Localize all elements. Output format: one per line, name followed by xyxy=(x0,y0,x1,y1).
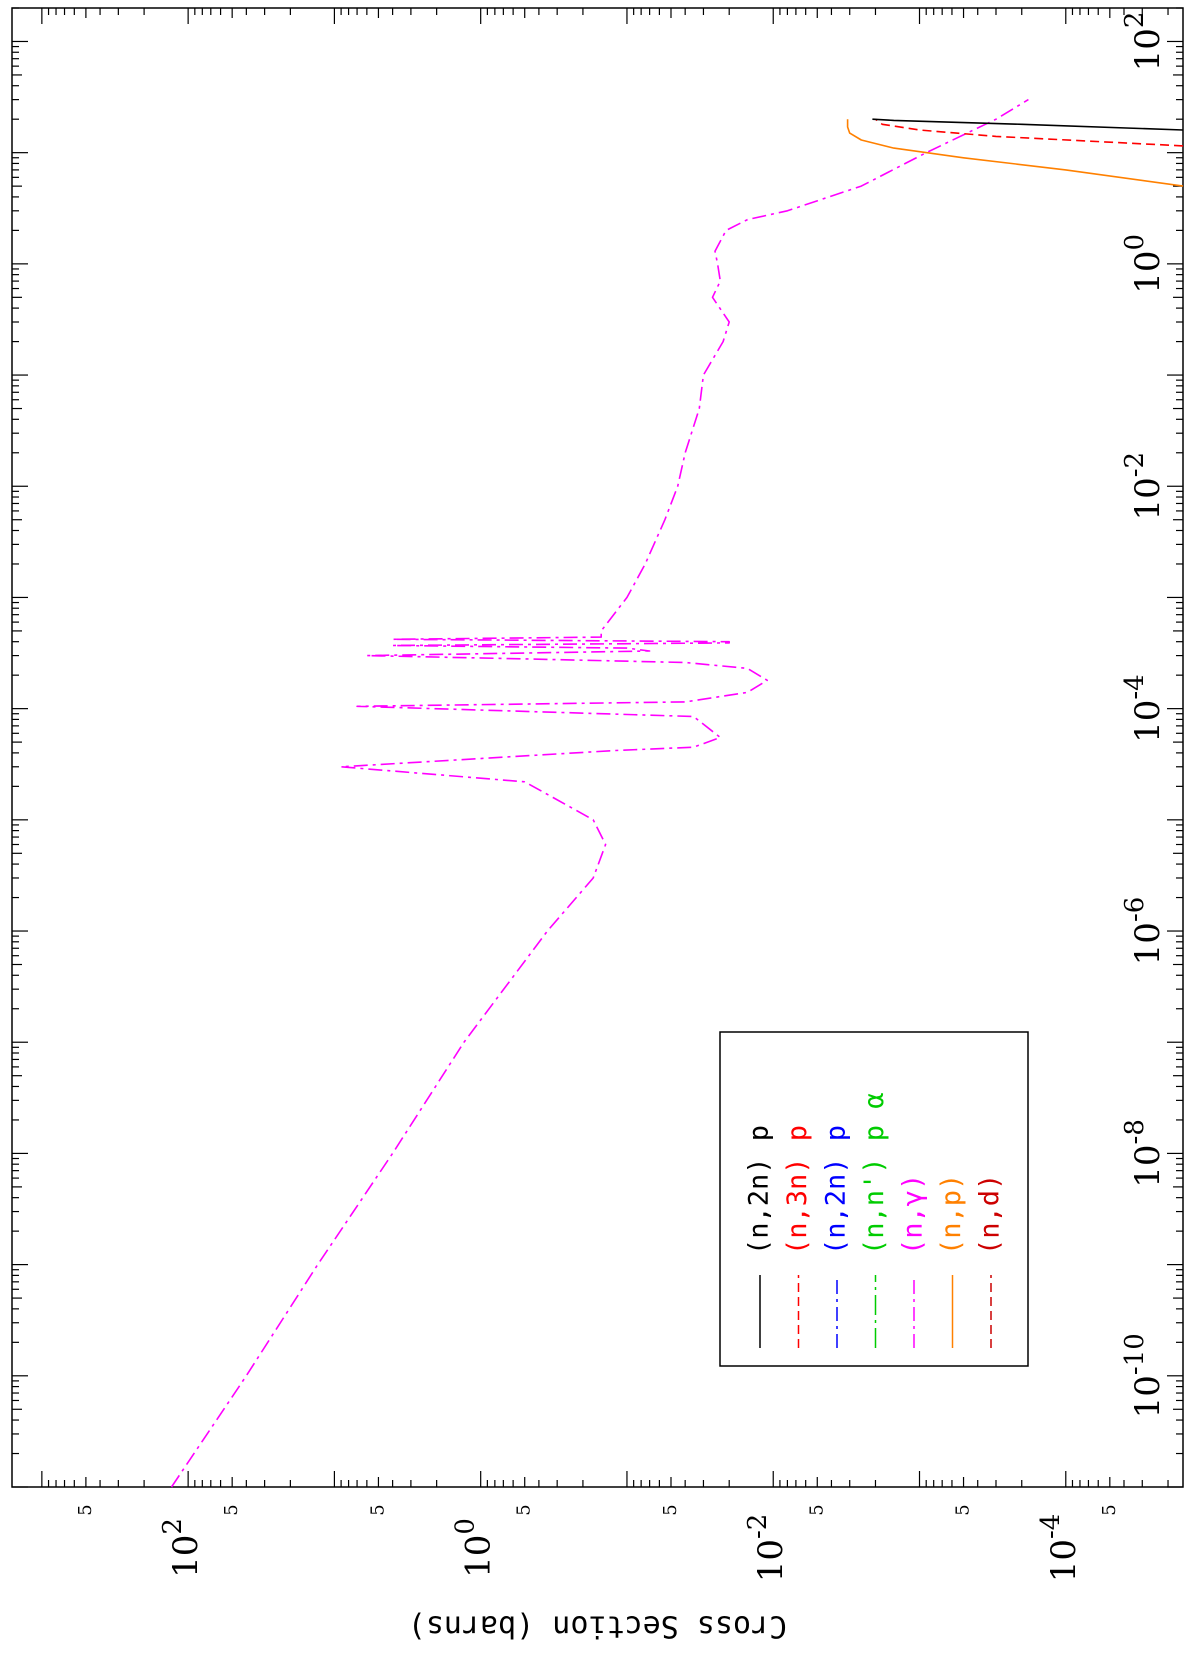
legend-box xyxy=(719,1031,1029,1367)
y-tick-label-3: 10-4 xyxy=(1036,1514,1084,1583)
x-tick-label-4-base: 10 xyxy=(1128,477,1168,520)
y-tick-label-3-exp: -4 xyxy=(1036,1514,1066,1539)
y-axis-title: Cross Section (barns) xyxy=(408,1609,787,1644)
legend: (n,2n) p (n,3n) p (n,2n) p (n,n') p α (n,γ)(… xyxy=(719,1031,1029,1367)
y-tick-label-0-exp: 2 xyxy=(158,1518,188,1535)
x-tick-label-1-base: 10 xyxy=(1128,1144,1168,1187)
series-line-3 xyxy=(872,118,1184,131)
legend-label-4: (n,γ) xyxy=(898,1174,929,1255)
y-minor-tick-label-3-group: 5 xyxy=(514,1504,535,1515)
x-tick-label-5-exp: 0 xyxy=(1120,234,1150,251)
y-minor-tick-label-2: 5 xyxy=(367,1504,388,1515)
legend-label-5: (n,p) xyxy=(936,1174,967,1255)
y-minor-tick-label-4-group: 5 xyxy=(660,1504,681,1515)
legend-entry-6: (n,d) xyxy=(975,1174,1006,1255)
y-tick-label-1: 100 xyxy=(451,1518,499,1578)
svg-text:102: 102 xyxy=(1120,12,1168,72)
axis-labels: 10-1010-810-610-410-210010210210010-210-… xyxy=(75,12,1168,1644)
legend-entry-1: (n,3n) p xyxy=(782,1125,813,1255)
x-tick-label-0: 10-10 xyxy=(1120,1333,1168,1418)
y-tick-label-3-base: 10 xyxy=(1044,1539,1084,1582)
x-tick-label-4-exp: -2 xyxy=(1120,452,1150,477)
x-tick-label-3: 10-4 xyxy=(1120,674,1168,743)
y-minor-tick-label-0: 5 xyxy=(75,1504,96,1515)
y-minor-tick-label-1: 5 xyxy=(221,1504,242,1515)
y-tick-label-0: 102 xyxy=(158,1518,206,1578)
x-tick-label-5-base: 10 xyxy=(1128,251,1168,294)
series-line-0 xyxy=(170,98,1029,1488)
y-tick-label-1-exp: 0 xyxy=(451,1518,481,1535)
legend-entry-0: (n,2n) p xyxy=(744,1125,775,1255)
legend-entry-3: (n,n') p α xyxy=(859,1092,890,1255)
y-axis-title-group: Cross Section (barns) xyxy=(408,1609,787,1644)
y-tick-label-0-base: 10 xyxy=(166,1535,206,1578)
x-tick-label-3-base: 10 xyxy=(1128,700,1168,743)
x-tick-label-1: 10-8 xyxy=(1120,1119,1168,1188)
x-tick-label-2-base: 10 xyxy=(1128,922,1168,965)
y-tick-label-1-base: 10 xyxy=(459,1535,499,1578)
y-minor-tick-label-5-group: 5 xyxy=(806,1504,827,1515)
x-tick-label-3-exp: -4 xyxy=(1120,674,1150,699)
svg-text:10-2: 10-2 xyxy=(1120,452,1168,521)
y-minor-tick-label-3: 5 xyxy=(514,1504,535,1515)
legend-label-1: (n,3n) p xyxy=(782,1125,813,1255)
x-tick-label-6-base: 10 xyxy=(1128,28,1168,71)
svg-text:10-4: 10-4 xyxy=(1120,674,1168,743)
svg-text:102: 102 xyxy=(158,1518,206,1578)
x-tick-label-5: 100 xyxy=(1120,234,1168,294)
x-tick-label-6: 102 xyxy=(1120,12,1168,72)
legend-label-2: (n,2n) p xyxy=(821,1125,852,1255)
series-line-2 xyxy=(875,118,1184,147)
svg-text:10-8: 10-8 xyxy=(1120,1119,1168,1188)
y-minor-tick-label-6-group: 5 xyxy=(953,1504,974,1515)
y-minor-tick-label-7-group: 5 xyxy=(1099,1504,1120,1515)
y-tick-label-2: 10-2 xyxy=(743,1514,791,1583)
legend-entry-2: (n,2n) p xyxy=(821,1125,852,1255)
svg-text:10-2: 10-2 xyxy=(743,1514,791,1583)
legend-entry-4: (n,γ) xyxy=(898,1174,929,1255)
x-tick-label-0-exp: -10 xyxy=(1120,1333,1150,1375)
y-minor-tick-label-6: 5 xyxy=(953,1504,974,1515)
svg-text:10-10: 10-10 xyxy=(1120,1333,1168,1418)
plot-frame xyxy=(11,7,1184,1488)
x-tick-label-2-exp: -6 xyxy=(1120,897,1150,922)
legend-entry-5: (n,p) xyxy=(936,1174,967,1255)
series-layer xyxy=(170,98,1184,1488)
legend-label-6: (n,d) xyxy=(975,1174,1006,1255)
y-minor-tick-label-5: 5 xyxy=(806,1504,827,1515)
x-tick-label-1-exp: -8 xyxy=(1120,1119,1150,1144)
y-minor-tick-label-4: 5 xyxy=(660,1504,681,1515)
y-minor-tick-label-7: 5 xyxy=(1099,1504,1120,1515)
y-minor-tick-label-1-group: 5 xyxy=(221,1504,242,1515)
x-tick-label-4: 10-2 xyxy=(1120,452,1168,521)
series-line-1 xyxy=(846,119,1184,187)
svg-text:10-4: 10-4 xyxy=(1036,1514,1084,1583)
svg-text:10-6: 10-6 xyxy=(1120,897,1168,966)
x-tick-label-6-exp: 2 xyxy=(1120,12,1150,29)
svg-text:100: 100 xyxy=(451,1518,499,1578)
axis-ticks xyxy=(12,7,1183,1488)
legend-label-3: (n,n') p α xyxy=(859,1092,890,1255)
svg-text:100: 100 xyxy=(1120,234,1168,294)
y-tick-label-2-exp: -2 xyxy=(743,1514,773,1539)
y-tick-label-2-base: 10 xyxy=(751,1539,791,1582)
y-minor-tick-label-0-group: 5 xyxy=(75,1504,96,1515)
y-minor-tick-label-2-group: 5 xyxy=(367,1504,388,1515)
x-tick-label-2: 10-6 xyxy=(1120,897,1168,966)
x-tick-label-0-base: 10 xyxy=(1128,1375,1168,1418)
legend-label-0: (n,2n) p xyxy=(744,1125,775,1255)
